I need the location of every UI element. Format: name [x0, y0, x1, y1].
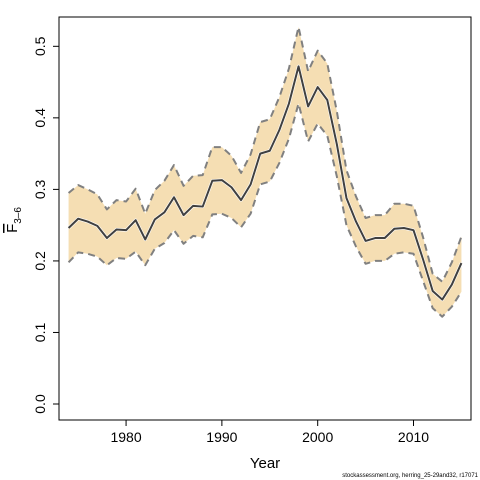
y-tick-label: 0.0 — [32, 394, 48, 414]
plot-frame — [58, 16, 472, 421]
y-axis-title-main: F — [4, 224, 21, 233]
x-tick-label: 1980 — [110, 429, 141, 445]
x-axis-title: Year — [250, 455, 280, 472]
x-tick-label: 2000 — [302, 429, 333, 445]
y-tick-label: 0.4 — [32, 108, 48, 128]
lower-bound-line — [67, 102, 463, 318]
y-axis-title: F3–6 — [4, 207, 24, 233]
upper-bound-line — [67, 26, 463, 283]
x-tick-label: 2010 — [398, 429, 429, 445]
y-tick-label: 0.1 — [32, 323, 48, 343]
estimate-line — [67, 65, 463, 301]
y-tick-label: 0.2 — [32, 251, 48, 271]
y-axis-title-subscript: 3–6 — [13, 207, 24, 224]
y-axis-title-group: F3–6 — [4, 207, 24, 233]
x-tick-label: 1990 — [206, 429, 237, 445]
footer-note: stockassessment.org, herring_25-29and32,… — [342, 473, 478, 479]
y-tick-label: 0.3 — [32, 179, 48, 199]
y-tick-label: 0.5 — [32, 36, 48, 56]
confidence-band — [68, 27, 462, 317]
